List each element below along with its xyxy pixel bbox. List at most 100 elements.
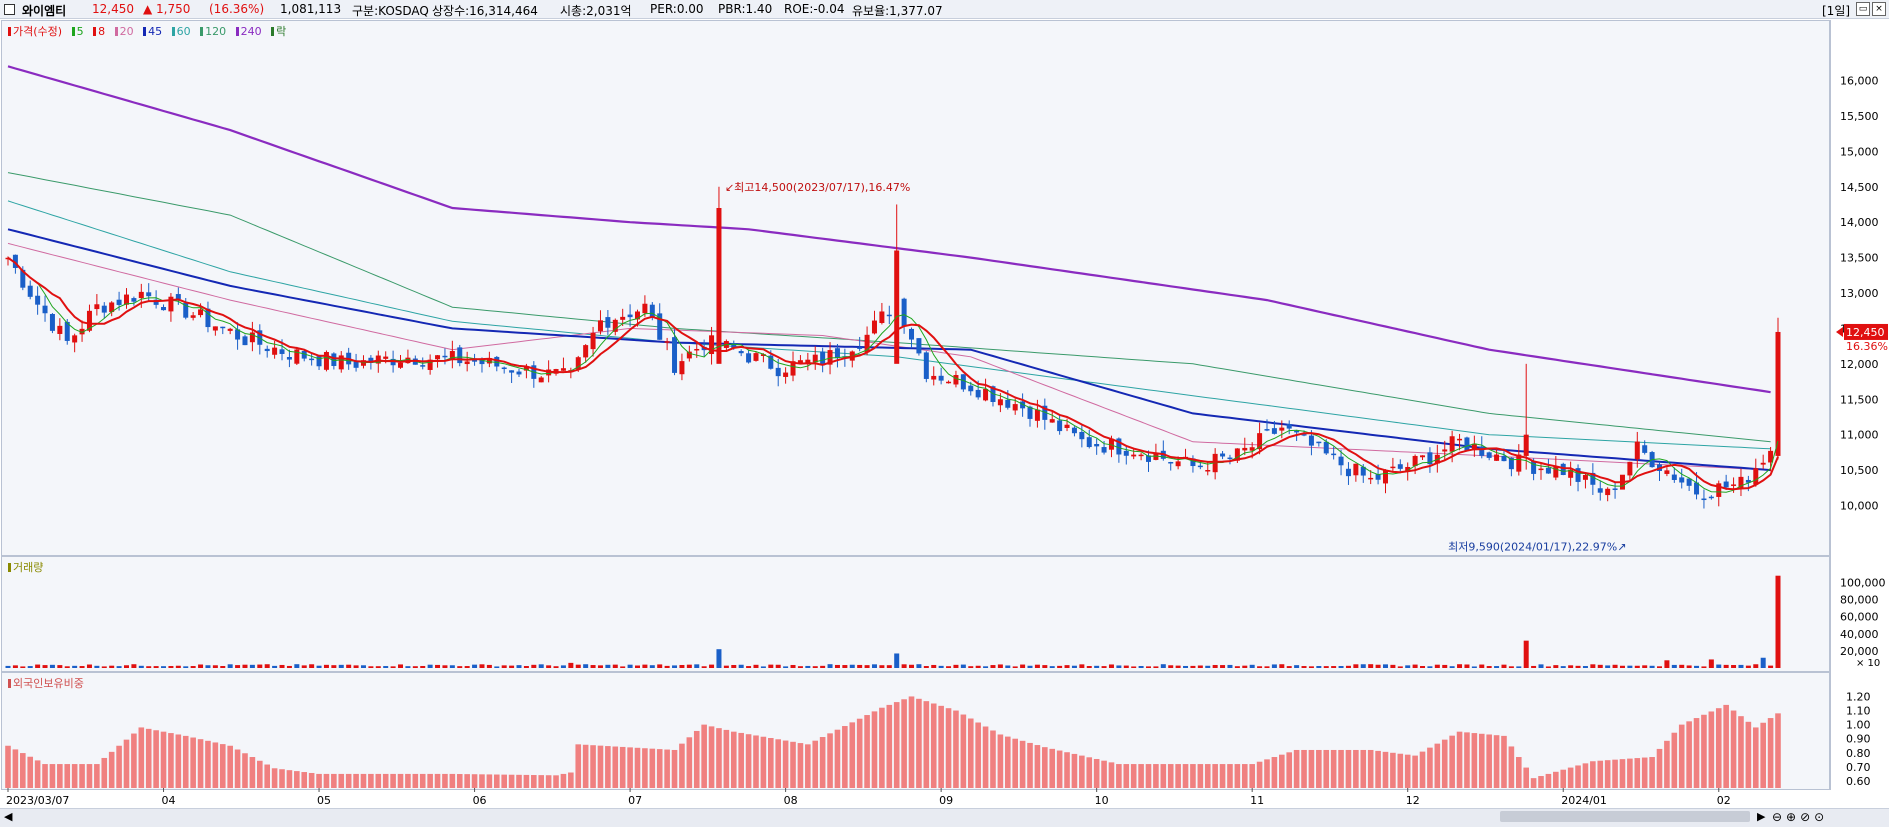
foreign-bar [1508,746,1515,788]
volume-bar [975,665,981,668]
ma8-line [7,256,1779,491]
foreign-bar [627,747,633,788]
candle-body [1405,466,1411,472]
foreign-bar [1760,722,1766,788]
candle-body [1049,419,1055,423]
candle-body [1308,435,1314,446]
x-tick-label: 05 [317,794,331,807]
volume-bar [1034,664,1040,668]
scroll-right-icon[interactable]: ▶ [1757,810,1766,823]
candle-body [523,366,529,371]
volume-bar [546,665,552,668]
volume-bar [449,665,455,668]
high-annotation: ↙최고14,500(2023/07/17),16.47% [725,181,910,194]
foreign-bar [1715,708,1722,788]
volume-bar [1619,665,1625,668]
candle-body [1545,467,1551,474]
foreign-bar [219,744,226,788]
candle-body [1412,455,1418,467]
candle-body [146,292,152,297]
foreign-bar [1197,764,1204,788]
volume-bar [1405,665,1411,668]
candle-body [1382,470,1388,484]
candle-body [1146,455,1152,462]
volume-bar [205,665,211,668]
candle-body [1271,428,1277,434]
foreign-bar [508,774,515,788]
foreign-tick-label: 1.20 [1846,690,1871,703]
scroll-thumb[interactable] [1500,811,1750,822]
candle-body [694,348,700,351]
foreign-bar [294,771,300,788]
period-selector[interactable]: [1일] [1822,4,1851,18]
candle-body [1345,468,1351,477]
candle-body [1101,447,1107,453]
foreign-bar [1597,760,1604,788]
candle-body [1664,470,1670,474]
volume-bar [938,665,944,668]
volume-bar [516,665,522,668]
volume-bar [20,666,26,668]
minimize-button[interactable]: ▭ [1856,2,1870,16]
volume-bar [1464,664,1470,668]
foreign-bar [1271,757,1278,788]
select-checkbox[interactable] [4,4,15,15]
foreign-bar [419,773,426,788]
volume-bar [953,664,959,668]
volume-bar [1434,664,1440,668]
volume-bar [1671,664,1677,668]
candle-body [983,388,989,401]
foreign-bar [27,756,34,788]
legend-price: 가격(수정) [8,25,65,38]
volume-bar [1375,664,1381,668]
foreign-bar [153,730,159,788]
candle-body [1694,482,1700,495]
foreign-bar [308,772,315,788]
foreign-bar [1641,757,1648,788]
candle-body [1020,401,1026,409]
foreign-bar [242,753,248,788]
close-button[interactable]: × [1872,2,1886,16]
volume-bar [1360,664,1366,668]
foreign-bar [790,741,796,788]
candle-body [1568,469,1574,478]
candle-body [464,361,470,365]
legend-ma20: 20 [114,25,137,38]
foreign-bar [1249,764,1255,788]
volume-bar [605,664,611,668]
candle-body [620,316,626,320]
volume-tick-label: 20,000 [1840,645,1879,658]
foreign-bar [234,749,241,788]
volume-bar [101,666,107,668]
x-tick-label: 11 [1250,794,1264,807]
x-tick-label: 2023/03/07 [6,794,69,807]
candle-body [1064,424,1070,428]
foreign-bar [605,746,611,788]
volume-bar [1271,664,1277,668]
ma120-line [7,172,1771,443]
stock-price: 12,450 [92,2,134,16]
volume-bar [1442,664,1448,668]
foreign-bar [442,773,448,788]
foreign-bar [1241,764,1248,788]
candle-body [1627,461,1633,476]
ma60-line [7,200,1771,450]
foreign-bar [1656,748,1663,788]
scroll-bar[interactable]: ◀ ▶ ⊖⊕⊘⊙ [0,808,1889,827]
volume-bar [1227,664,1233,668]
candle-body [1360,466,1366,476]
volume-bar [1471,666,1477,668]
foreign-bar [1360,749,1367,788]
last-pct-label: 16.36% [1846,340,1888,353]
candle-body [1731,484,1737,486]
volume-bar [1397,666,1403,668]
candle-body [864,334,870,353]
candle-body [709,335,715,355]
candle-body [227,328,233,331]
foreign-bar [471,774,478,788]
scroll-left-icon[interactable]: ◀ [4,810,13,823]
foreign-bar [1182,764,1189,788]
zoom-icons[interactable]: ⊖⊕⊘⊙ [1772,810,1829,824]
volume-bar [1220,665,1226,668]
volume-unit-label: × 10 [1856,658,1880,669]
